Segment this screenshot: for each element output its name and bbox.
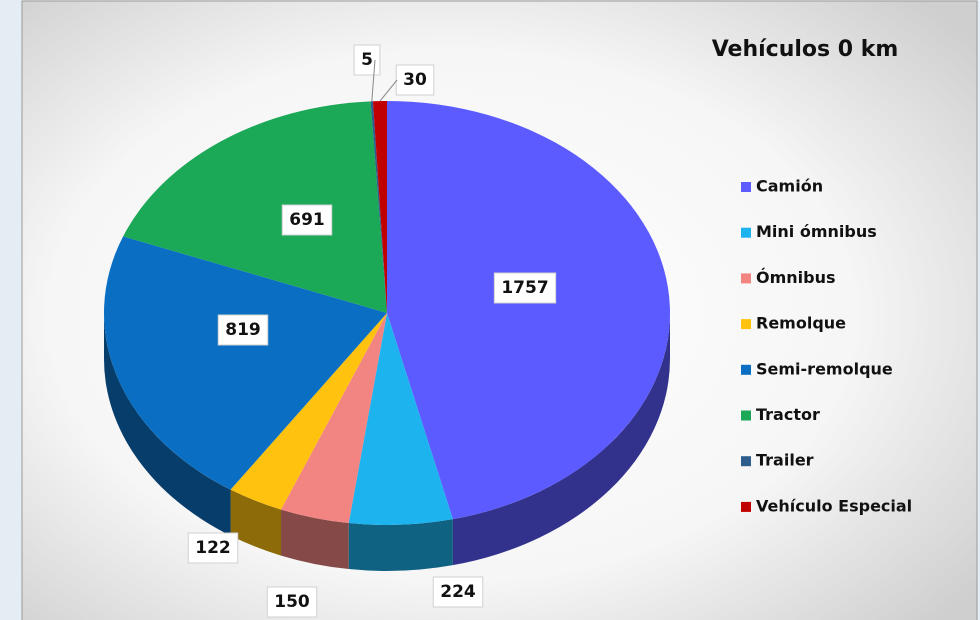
label-box [266, 586, 318, 618]
legend-swatch [741, 182, 751, 192]
slice-side [104, 313, 231, 536]
slice [372, 101, 387, 313]
slice [230, 313, 387, 510]
chart-title: Vehículos 0 km [712, 37, 899, 62]
data-label: 30 [403, 70, 427, 90]
label-box [217, 314, 269, 346]
slice [348, 313, 453, 525]
legend-label: Ómnibus [756, 268, 836, 287]
slice [281, 313, 387, 524]
leader-line [379, 79, 398, 102]
label-box [493, 272, 557, 304]
legend-label: Remolque [756, 314, 846, 333]
data-label: 5 [361, 50, 373, 70]
legend-swatch [741, 319, 751, 330]
label-box [187, 532, 239, 564]
legend-label: Tractor [756, 405, 820, 424]
label-box [432, 576, 484, 608]
slice-side [281, 509, 349, 570]
label-box [281, 204, 333, 236]
slice [103, 236, 388, 490]
leader-line [371, 59, 376, 102]
data-label: 691 [289, 210, 325, 230]
label-box [353, 44, 381, 76]
slice-side [230, 489, 282, 556]
legend-label: Semi-remolque [756, 359, 893, 378]
slice [387, 101, 671, 520]
legend-label: Trailer [756, 451, 814, 470]
legend-swatch [741, 227, 751, 238]
slice-side [348, 519, 453, 571]
legend-swatch [741, 501, 751, 512]
legend-label: Mini ómnibus [756, 222, 877, 241]
data-label: 224 [440, 582, 476, 602]
slice [123, 101, 388, 313]
legend-label: Vehículo Especial [756, 496, 912, 515]
data-label: 150 [274, 592, 310, 612]
slice [370, 101, 387, 313]
side-strip [0, 0, 22, 620]
legend-swatch [741, 364, 751, 375]
data-label: 819 [225, 320, 261, 340]
legend-swatch [741, 273, 751, 284]
data-label: 122 [195, 538, 231, 558]
data-label: 1757 [501, 278, 548, 298]
slice-side [452, 313, 670, 566]
legend-swatch [741, 456, 751, 467]
legend-swatch [741, 410, 751, 421]
legend-label: Camión [756, 177, 823, 196]
label-box [395, 64, 435, 96]
